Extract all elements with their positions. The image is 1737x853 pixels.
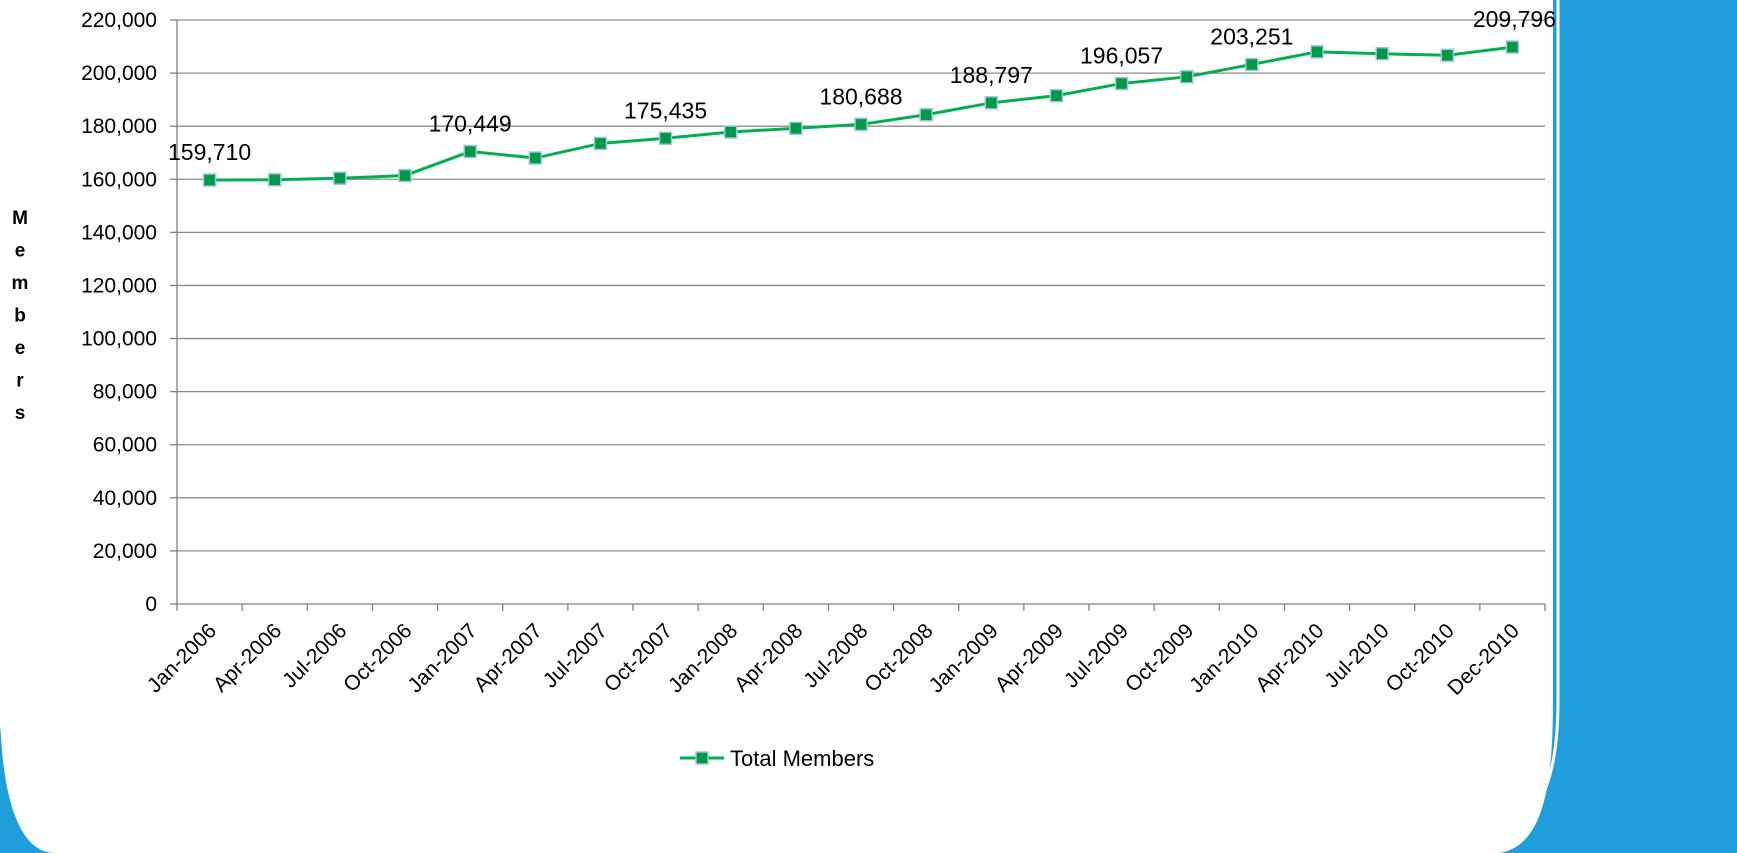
y-axis-title-letter: e xyxy=(15,338,26,359)
x-tick-label: Apr-2006 xyxy=(209,619,286,696)
data-point-marker xyxy=(267,173,282,187)
series-line xyxy=(209,45,1513,182)
axes xyxy=(170,19,1546,611)
x-tick-label: Apr-2007 xyxy=(469,619,546,696)
y-axis-title-letter: m xyxy=(12,273,29,294)
data-point-marker xyxy=(919,108,933,122)
x-tick-label: Oct-2007 xyxy=(600,619,677,696)
data-label: 159,710 xyxy=(168,139,251,165)
frame-bottom-left-edge xyxy=(0,711,61,853)
data-point-marker xyxy=(1114,76,1129,91)
y-axis-title-letter: e xyxy=(15,241,26,262)
data-point-marker xyxy=(1440,48,1455,63)
y-tick-label: 0 xyxy=(145,593,157,616)
data-point-marker xyxy=(1375,46,1389,61)
y-tick-label: 60,000 xyxy=(93,434,157,457)
y-axis-title-letter: r xyxy=(16,371,24,392)
y-axis-title-letter: b xyxy=(14,306,26,327)
y-tick-label: 140,000 xyxy=(81,221,157,244)
x-tick-label: Jan-2010 xyxy=(1185,619,1263,697)
data-label: 180,688 xyxy=(819,83,902,109)
data-point-marker xyxy=(658,131,673,146)
x-tick-label: Dec-2010 xyxy=(1443,619,1524,700)
y-tick-label: 160,000 xyxy=(81,168,157,191)
y-tick-label: 100,000 xyxy=(81,328,157,351)
data-point-marker xyxy=(1179,70,1194,84)
legend: Total Members xyxy=(680,746,874,771)
data-label: 188,797 xyxy=(950,62,1033,88)
y-tick-labels: 0 20,000 40,000 60,000 80,000 100,000 120,000 1… xyxy=(81,9,157,616)
data-label: 175,435 xyxy=(624,97,707,123)
series-total-members xyxy=(202,40,1520,187)
x-tick-labels: Jan-2006Apr-2006Jul-2006Oct-2006Jan-2007… xyxy=(143,619,1524,700)
y-tick-label: 180,000 xyxy=(81,115,157,138)
y-tick-label: 200,000 xyxy=(81,62,157,85)
frame-right xyxy=(1500,0,1737,853)
data-labels: 159,710 170,449 175,435 180,688 188,797 196,0… xyxy=(168,6,1556,165)
y-tick-label: 220,000 xyxy=(81,9,157,32)
data-point-marker xyxy=(1310,45,1324,59)
x-tick-label: Apr-2009 xyxy=(991,619,1068,696)
x-tick-label: Apr-2010 xyxy=(1251,619,1328,696)
data-point-marker xyxy=(1505,40,1520,54)
data-label: 203,251 xyxy=(1210,23,1293,49)
frame-bottom-left xyxy=(0,700,55,853)
y-tick-label: 120,000 xyxy=(81,274,157,297)
data-point-marker xyxy=(984,96,999,110)
data-point-marker xyxy=(854,117,868,132)
x-tick-label: Oct-2008 xyxy=(860,619,937,696)
data-point-marker xyxy=(789,121,803,136)
data-point-marker xyxy=(398,168,412,183)
data-label: 196,057 xyxy=(1080,43,1163,69)
x-tick-label: Apr-2008 xyxy=(730,619,807,696)
x-tick-label: Jan-2006 xyxy=(143,619,221,697)
x-tick-label: Oct-2006 xyxy=(339,619,416,696)
y-tick-label: 80,000 xyxy=(93,381,157,404)
legend-label: Total Members xyxy=(730,746,874,771)
y-tick-label: 20,000 xyxy=(93,540,157,563)
data-point-marker xyxy=(1245,57,1259,72)
data-label: 170,449 xyxy=(429,111,512,137)
x-tick-label: Jan-2007 xyxy=(403,619,481,697)
y-axis-title-letter: s xyxy=(15,403,26,424)
data-label: 209,796 xyxy=(1473,6,1556,32)
y-axis-title-letter: M xyxy=(12,208,28,229)
data-point-marker xyxy=(463,144,477,159)
x-tick-label: Jan-2008 xyxy=(664,619,742,697)
data-point-marker xyxy=(333,171,347,185)
legend-marker xyxy=(695,751,709,765)
data-point-marker xyxy=(593,136,608,151)
x-tick-label: Oct-2009 xyxy=(1121,619,1198,696)
data-point-marker xyxy=(1049,88,1064,103)
frame-right-edge xyxy=(1454,0,1560,853)
y-tick-label: 40,000 xyxy=(93,487,157,510)
x-tick-label: Jan-2009 xyxy=(925,619,1003,697)
data-point-marker xyxy=(202,173,217,187)
data-point-marker xyxy=(723,125,738,139)
data-point-marker xyxy=(528,151,543,165)
